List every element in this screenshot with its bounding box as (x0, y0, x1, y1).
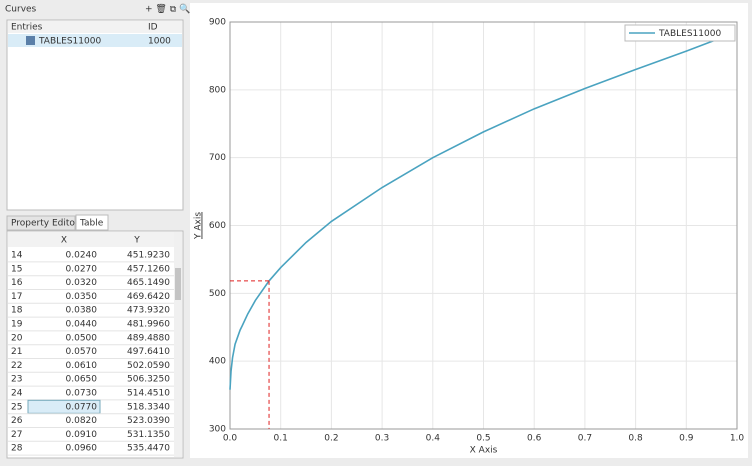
cell[interactable]: 0.0240 (66, 251, 98, 261)
cell[interactable]: 473.9320 (127, 306, 170, 316)
column-header: ID (148, 23, 158, 33)
cell[interactable]: 0.0910 (66, 430, 98, 440)
row-number: 23 (11, 375, 22, 385)
y-axis-label: Y Axis (194, 212, 204, 240)
y-tick-label: 300 (209, 425, 226, 435)
plot-frame (229, 21, 738, 430)
x-tick-label: 0.5 (476, 434, 490, 444)
y-tick-label: 500 (209, 289, 226, 299)
x-axis-label: X Axis (470, 446, 498, 456)
cell[interactable]: 0.0350 (66, 292, 98, 302)
scrollbar[interactable] (174, 232, 182, 457)
chart-area (190, 3, 748, 458)
y-tick-label: 800 (209, 85, 226, 95)
cell[interactable]: 0.0960 (66, 444, 98, 454)
x-tick-label: 0.0 (223, 434, 238, 444)
column-header: Entries (11, 23, 43, 33)
cell[interactable]: 535.4470 (127, 444, 170, 454)
x-tick-label: 0.8 (628, 434, 643, 444)
curve (229, 36, 723, 390)
cell[interactable]: 506.3250 (127, 375, 170, 385)
cell[interactable]: 465.1490 (127, 278, 170, 288)
row-number: 20 (11, 333, 23, 343)
cell[interactable]: 0.0320 (66, 278, 98, 288)
cell[interactable]: 514.4510 (127, 389, 170, 399)
entry-row[interactable] (8, 34, 182, 47)
row-number: 28 (11, 444, 23, 454)
x-tick-label: 0.1 (274, 434, 288, 444)
cell[interactable]: 0.0500 (66, 333, 98, 343)
row-number: 27 (11, 430, 22, 440)
y-tick-label: 400 (209, 357, 226, 367)
x-tick-label: 0.6 (527, 434, 542, 444)
toolbar-icons[interactable]: + 🗑 ⧉ 🔍 (145, 3, 190, 15)
row-number: 17 (11, 292, 22, 302)
column-header: Y (133, 236, 140, 246)
list-header (8, 21, 182, 33)
cell[interactable]: 0.0380 (66, 306, 98, 316)
cell[interactable]: 469.6420 (127, 292, 170, 302)
cell[interactable]: 0.0440 (66, 320, 98, 330)
table-header (8, 232, 174, 247)
row-number: 14 (11, 251, 23, 261)
row-number: 15 (11, 264, 22, 274)
x-tick-label: 0.4 (426, 434, 441, 444)
cell[interactable]: 497.6410 (127, 347, 170, 357)
cell[interactable]: 0.0730 (66, 389, 98, 399)
cell[interactable]: 0.0820 (66, 416, 98, 426)
curve-icon (26, 36, 35, 45)
cell[interactable]: 502.0590 (127, 361, 170, 371)
row-number: 16 (11, 278, 23, 288)
tab[interactable] (6, 215, 76, 231)
x-tick-label: 0.7 (578, 434, 592, 444)
entries-list (6, 19, 184, 211)
cell[interactable]: 0.0610 (66, 361, 98, 371)
legend (624, 24, 736, 42)
tab-label[interactable]: Table (79, 219, 104, 229)
column-header: X (61, 236, 67, 246)
cell[interactable]: 0.0570 (66, 347, 98, 357)
row-number: 22 (11, 361, 22, 371)
entry-name[interactable]: TABLES11000 (38, 37, 101, 47)
row-number: 25 (11, 402, 22, 412)
y-tick-label: 700 (209, 153, 226, 163)
cell[interactable]: 0.0650 (66, 375, 98, 385)
row-number: 18 (11, 306, 23, 316)
tab-active[interactable] (75, 214, 109, 231)
entry-id: 1000 (148, 37, 171, 47)
scrollbar-thumb[interactable] (175, 268, 181, 300)
cell[interactable]: 481.9960 (127, 320, 170, 330)
tab-label[interactable]: Property Editor (11, 219, 79, 229)
row-number: 24 (11, 389, 23, 399)
y-tick-label: 600 (209, 221, 226, 231)
cell[interactable]: 518.3340 (127, 402, 170, 412)
x-tick-label: 0.2 (324, 434, 338, 444)
row-number: 19 (11, 320, 23, 330)
cell[interactable]: 0.0270 (66, 264, 98, 274)
cell[interactable]: 0.0770 (66, 402, 98, 412)
cell[interactable]: 523.0390 (127, 416, 170, 426)
cell[interactable]: 457.1260 (127, 264, 170, 274)
cell[interactable]: 531.1350 (127, 430, 170, 440)
x-tick-label: 0.3 (375, 434, 389, 444)
cell[interactable]: 451.9230 (127, 251, 170, 261)
y-tick-label: 900 (209, 18, 226, 28)
row-number: 21 (11, 347, 22, 357)
panel-title: Curves (5, 5, 37, 15)
row-number: 26 (11, 416, 23, 426)
legend-label: TABLES11000 (658, 29, 721, 39)
cell[interactable]: 489.4880 (127, 333, 170, 343)
x-tick-label: 1.0 (730, 434, 745, 444)
x-tick-label: 0.9 (679, 434, 694, 444)
